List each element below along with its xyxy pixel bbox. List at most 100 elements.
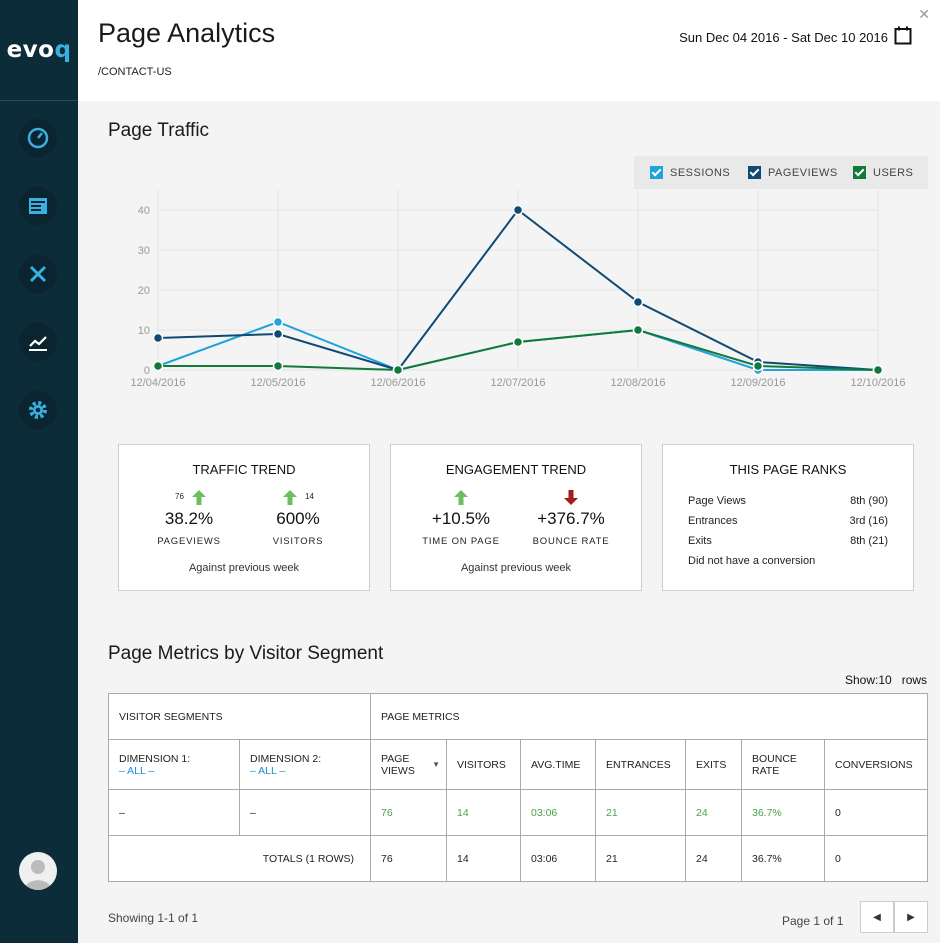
show-rows-selector[interactable]: Show:10 rows [845, 673, 928, 687]
dimension-2-filter[interactable]: DIMENSION 2: – ALL – [239, 739, 371, 790]
table-header-row: DIMENSION 1: – ALL – DIMENSION 2: – ALL – … [108, 739, 928, 790]
tools-icon[interactable] [19, 255, 57, 293]
y-tick-label: 40 [138, 205, 150, 217]
y-tick-label: 20 [138, 285, 150, 297]
total-conversions: 0 [824, 835, 928, 882]
evoq-logo[interactable]: evo q [0, 0, 78, 101]
engagement-note: Against previous week [460, 562, 572, 574]
traffic-trend-title: TRAFFIC TREND [192, 462, 296, 477]
content-icon[interactable] [19, 187, 57, 225]
visitors-value: 600% [276, 509, 320, 528]
cell-bounce-rate: 36.7% [741, 789, 825, 836]
dimension-2-label: DIMENSION 2: [250, 752, 322, 765]
y-tick-label: 30 [138, 245, 150, 257]
x-tick-label: 12/10/2016 [850, 377, 905, 389]
analytics-icon[interactable] [19, 323, 57, 361]
totals-row: TOTALS (1 ROWS) 76 14 03:06 21 24 36.7% … [108, 835, 928, 882]
page-ranks-title: THIS PAGE RANKS [729, 462, 847, 477]
dimension-2-select[interactable]: – ALL – [250, 764, 286, 777]
col-bounce-rate[interactable]: BOUNCE RATE [741, 739, 825, 790]
date-range[interactable]: Sun Dec 04 2016 - Sat Dec 10 2016 [679, 30, 888, 45]
col-avg-time[interactable]: AVG.TIME [520, 739, 596, 790]
pageviews-value: 38.2% [164, 509, 214, 528]
calendar-icon[interactable] [894, 26, 912, 50]
x-tick-label: 12/09/2016 [730, 377, 785, 389]
col-page-views[interactable]: PAGE VIEWS ▼ [370, 739, 447, 790]
pageviews-count: 76 [175, 492, 184, 501]
col-conversions[interactable]: CONVERSIONS [824, 739, 928, 790]
legend-users[interactable]: USERS [853, 166, 913, 179]
cell-dimension-2: – [239, 789, 371, 836]
y-tick-label: 0 [144, 365, 150, 377]
pageviews-metric: 38.2% PAGEVIEWS [139, 509, 239, 547]
cell-page-views: 76 [370, 789, 447, 836]
traffic-trend-card: TRAFFIC TREND 76 14 38.2% PAGEVIEWS 600%… [118, 444, 370, 591]
checkbox-sessions[interactable] [650, 166, 663, 179]
pageviews-label: PAGEVIEWS [157, 536, 221, 547]
next-page-button[interactable]: ▶ [894, 901, 928, 933]
close-icon[interactable]: ✕ [918, 6, 930, 22]
logo-text-q: q [54, 37, 72, 63]
header: Page Analytics /CONTACT-US Sun Dec 04 20… [78, 0, 940, 101]
total-bounce-rate: 36.7% [741, 835, 825, 882]
total-page-views: 76 [370, 835, 447, 882]
y-tick-label: 10 [138, 325, 150, 337]
chart-legend: SESSIONS PAGEVIEWS USERS [634, 156, 928, 189]
rank-label: Page Views [688, 495, 746, 507]
engagement-trend-card: ENGAGEMENT TREND +10.5% TIME ON PAGE +37… [390, 444, 642, 591]
engagement-trend-title: ENGAGEMENT TREND [445, 462, 587, 477]
data-point-pageviews [152, 332, 164, 344]
legend-sessions[interactable]: SESSIONS [650, 166, 730, 179]
dimension-1-select[interactable]: – ALL – [119, 764, 155, 777]
rank-label: Entrances [688, 515, 738, 527]
down-arrow-icon [564, 490, 578, 510]
rank-label: Exits [688, 535, 712, 547]
cell-conversions: 0 [824, 789, 928, 836]
prev-page-button[interactable]: ◀ [860, 901, 894, 933]
avatar[interactable] [19, 852, 57, 890]
total-exits: 24 [685, 835, 742, 882]
data-point-pageviews [272, 328, 284, 340]
col-visitors[interactable]: VISITORS [446, 739, 521, 790]
data-point-users [512, 336, 524, 348]
visitor-segments-header: VISITOR SEGMENTS [108, 693, 371, 740]
x-tick-label: 12/04/2016 [130, 377, 185, 389]
traffic-note: Against previous week [188, 562, 300, 574]
legend-pageviews[interactable]: PAGEVIEWS [748, 166, 838, 179]
logo-text: evo [6, 37, 55, 63]
up-arrow-icon [283, 490, 297, 510]
total-visitors: 14 [446, 835, 521, 882]
dimension-1-label: DIMENSION 1: [119, 752, 191, 765]
time-on-page-value: +10.5% [431, 509, 491, 528]
traffic-heading: Page Traffic [108, 120, 210, 141]
sort-desc-icon[interactable]: ▼ [432, 760, 440, 769]
page-traffic-chart: 0 10 20 30 40 12/04/2016 12/05/2016 12/06/2016 1… [130, 190, 906, 389]
data-point-sessions [272, 316, 284, 328]
table-group-row: VISITOR SEGMENTS PAGE METRICS [108, 693, 928, 740]
cell-entrances: 21 [595, 789, 686, 836]
cell-exits: 24 [685, 789, 742, 836]
settings-icon[interactable] [19, 391, 57, 429]
checkbox-pageviews[interactable] [748, 166, 761, 179]
col-entrances[interactable]: ENTRANCES [595, 739, 686, 790]
checkbox-users[interactable] [853, 166, 866, 179]
dimension-1-filter[interactable]: DIMENSION 1: – ALL – [108, 739, 240, 790]
visitors-count: 14 [305, 492, 314, 501]
rank-value: 8th (21) [850, 535, 888, 547]
page-path: /CONTACT-US [98, 66, 172, 78]
page-metrics-header: PAGE METRICS [370, 693, 928, 740]
rank-value: 8th (90) [850, 495, 888, 507]
time-on-page-label: TIME ON PAGE [422, 536, 500, 547]
page-ranks-card: THIS PAGE RANKS Page Views 8th (90) Entr… [662, 444, 914, 591]
bounce-rate-value: +376.7% [537, 509, 605, 528]
col-bounce-rate-label: BOUNCE RATE [752, 752, 797, 777]
segments-table: VISITOR SEGMENTS PAGE METRICS DIMENSION … [108, 693, 928, 882]
x-tick-label: 12/06/2016 [370, 377, 425, 389]
x-tick-label: 12/05/2016 [250, 377, 305, 389]
table-row[interactable]: – – 76 14 03:06 21 24 36.7% 0 [108, 789, 928, 836]
time-on-page-metric: +10.5% TIME ON PAGE [411, 509, 511, 547]
cell-visitors: 14 [446, 789, 521, 836]
col-exits[interactable]: EXITS [685, 739, 742, 790]
dashboard-icon[interactable] [19, 119, 57, 157]
data-point-pageviews [512, 204, 524, 216]
